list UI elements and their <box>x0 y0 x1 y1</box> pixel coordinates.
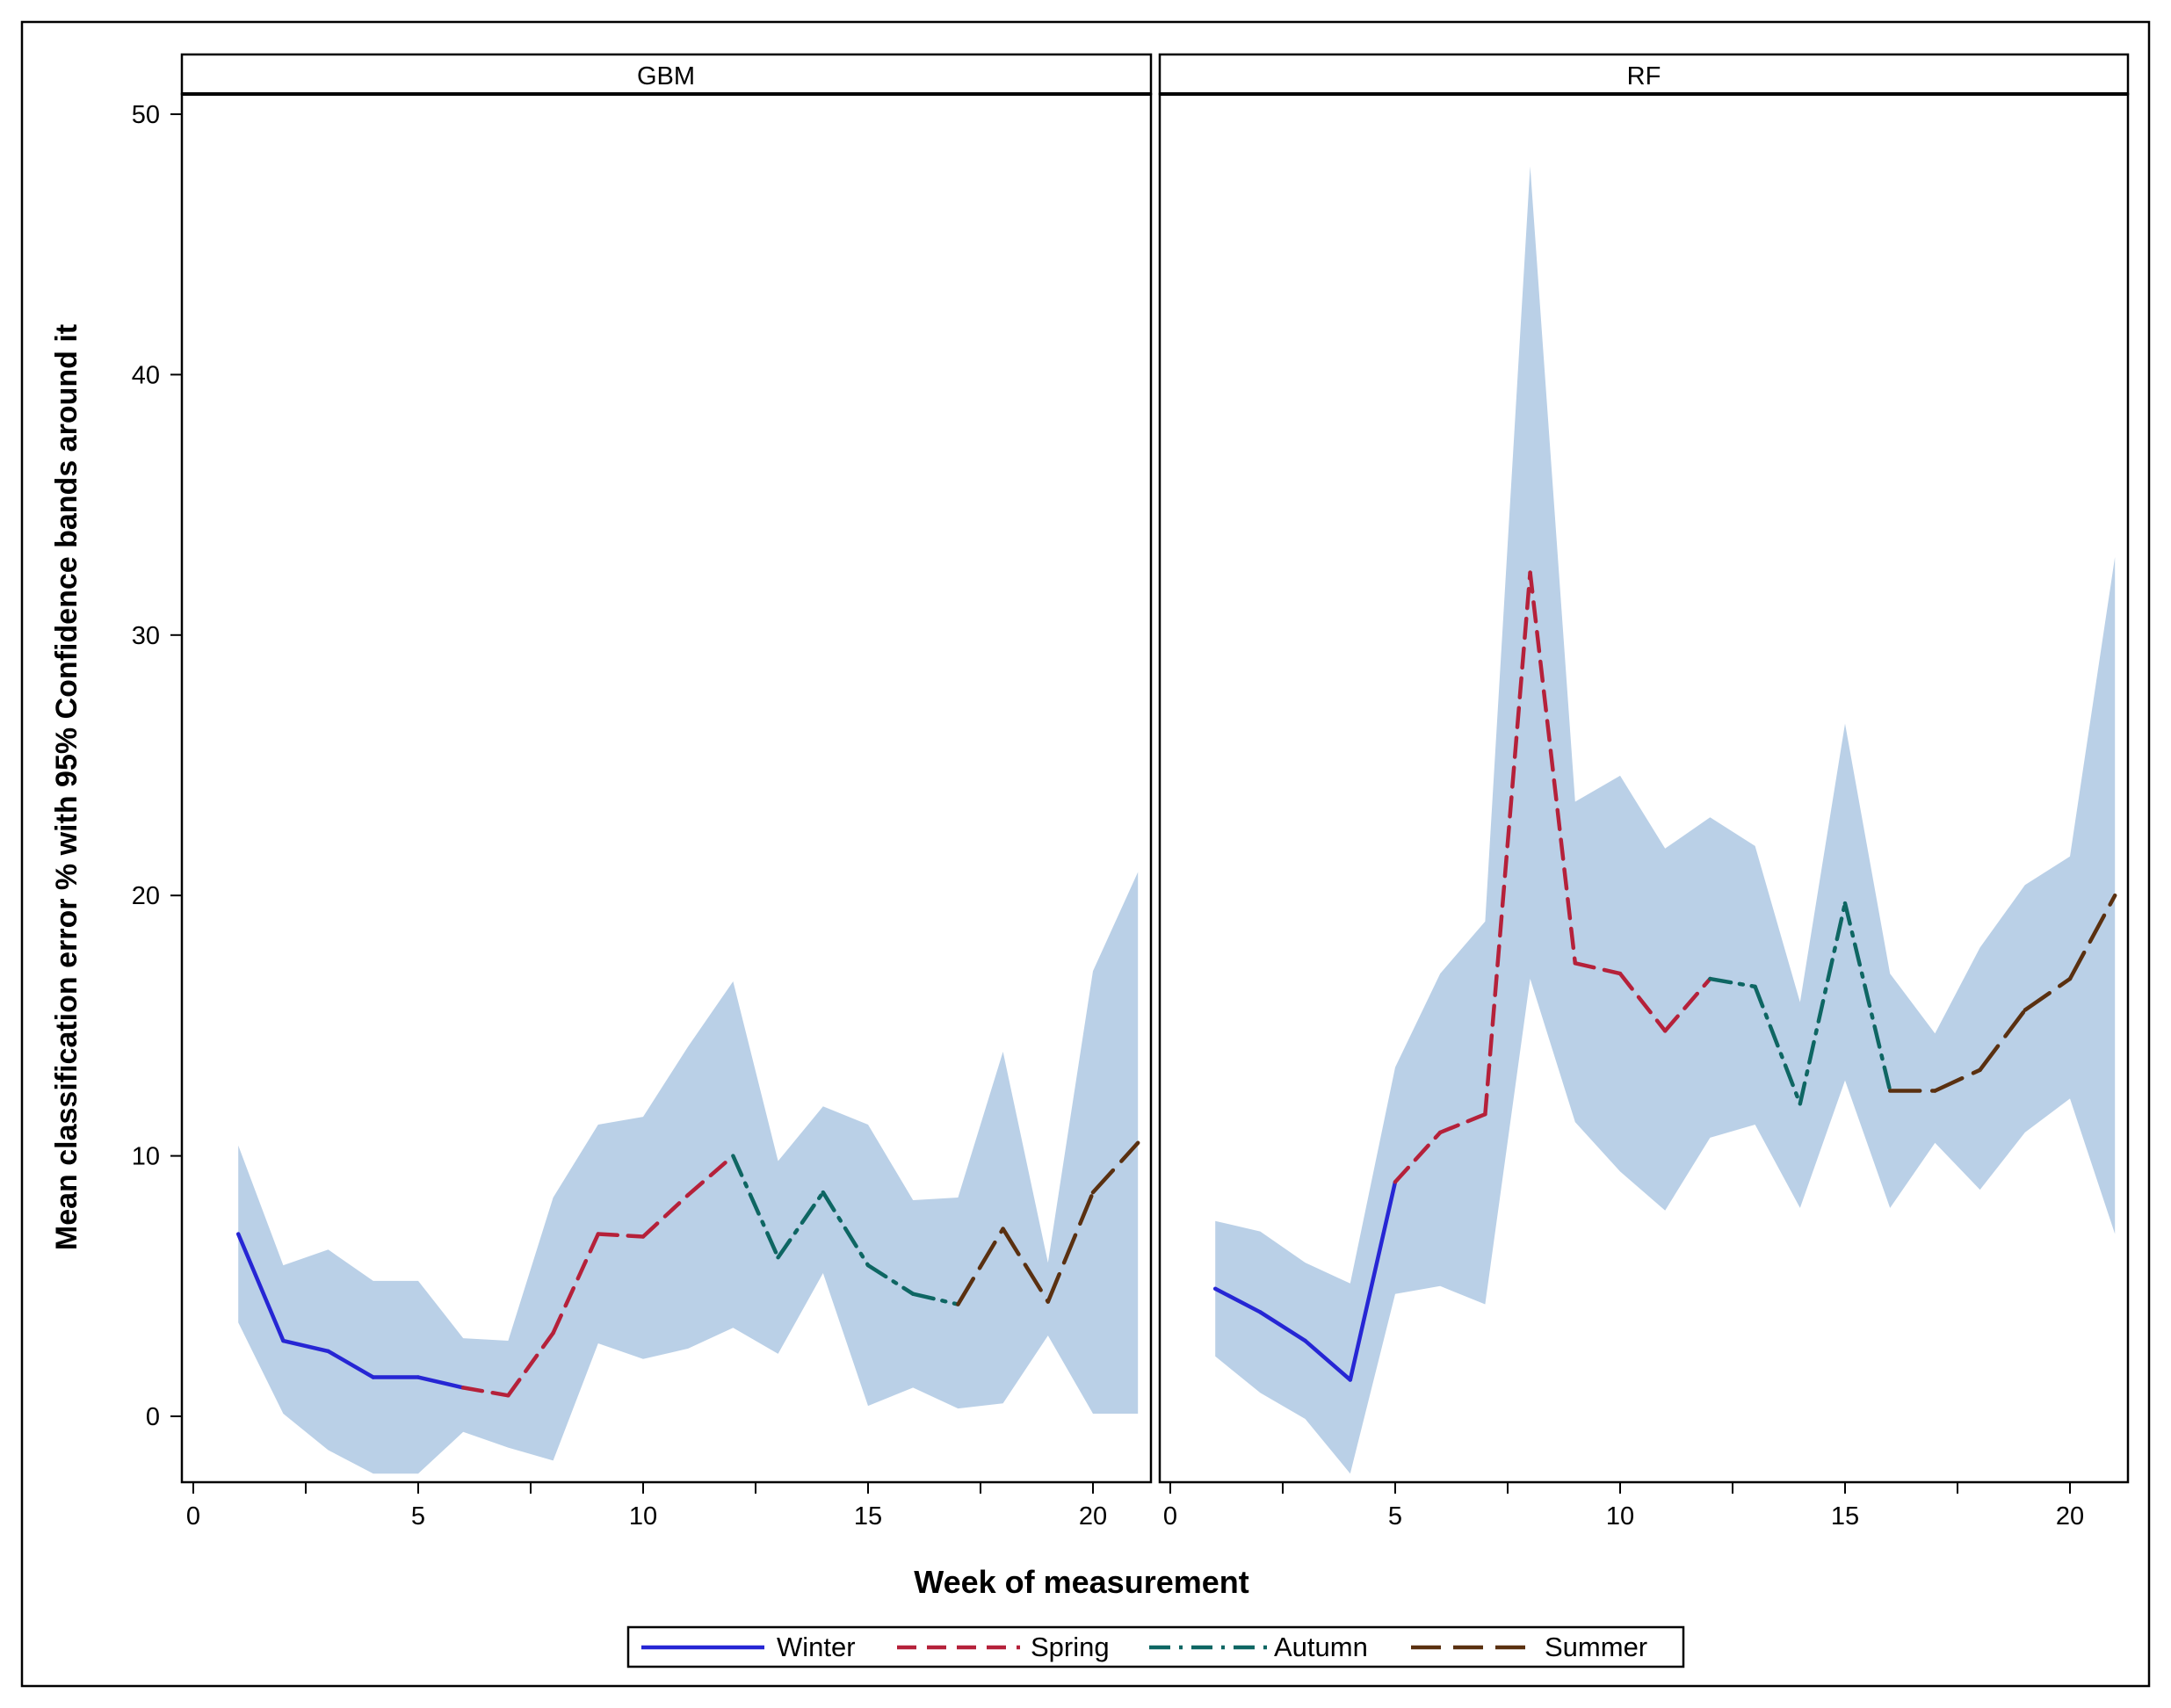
mean-segment-spring <box>1573 961 1623 976</box>
mean-segment-autumn <box>1753 984 1803 1106</box>
mean-segment-spring <box>1483 570 1532 1117</box>
mean-segment-spring <box>1617 971 1668 1033</box>
mean-line-group <box>1212 570 2117 1382</box>
y-tick-label: 0 <box>146 1403 160 1431</box>
mean-segment-spring <box>640 1192 691 1239</box>
y-axis-title: Mean classification error % with 95% Con… <box>50 324 83 1250</box>
confidence-band <box>1215 166 2116 1474</box>
x-tick-label: 10 <box>629 1502 657 1531</box>
confidence-band-group <box>238 872 1139 1474</box>
legend-label-autumn: Autumn <box>1274 1632 1368 1662</box>
mean-segment-autumn <box>1798 901 1848 1106</box>
mean-segment-spring <box>460 1386 510 1398</box>
mean-segment-autumn <box>910 1292 960 1306</box>
confidence-band-group <box>1215 166 2116 1474</box>
mean-segment-spring <box>1393 1130 1443 1184</box>
mean-segment-spring <box>506 1330 555 1398</box>
x-tick-label: 20 <box>1079 1502 1107 1531</box>
legend-label-winter: Winter <box>777 1632 856 1662</box>
x-tick-label: 0 <box>1163 1502 1177 1531</box>
mean-segment-autumn <box>1842 901 1892 1093</box>
mean-segment-summer <box>1090 1140 1140 1195</box>
mean-segment-autumn <box>731 1154 780 1260</box>
x-tick-label: 20 <box>2056 1502 2084 1531</box>
mean-segment-winter <box>1258 1310 1307 1343</box>
mean-segment-autumn <box>821 1190 871 1268</box>
x-axis-ticks: 0 5 10 15 20 <box>186 1482 1107 1531</box>
mean-line-group <box>235 1140 1140 1398</box>
panel-header-box <box>1158 53 2130 96</box>
y-tick-label: 10 <box>132 1143 160 1171</box>
legend: Winter Spring Autumn Summer <box>626 1625 1685 1668</box>
x-axis-title: Week of measurement <box>914 1564 1248 1600</box>
mean-segment-summer <box>1978 1008 2028 1073</box>
confidence-band <box>238 872 1139 1474</box>
mean-segment-spring <box>685 1154 735 1198</box>
mean-segment-summer <box>956 1227 1005 1306</box>
y-tick-label: 50 <box>132 101 160 129</box>
legend-label-spring: Spring <box>1031 1632 1110 1662</box>
mean-segment-summer <box>1046 1190 1096 1304</box>
mean-segment-winter <box>416 1375 466 1390</box>
panel-title: GBM <box>637 62 695 90</box>
panel-title: RF <box>1627 62 1661 90</box>
mean-segment-summer <box>2023 976 2073 1012</box>
plot-frame <box>180 92 1153 1484</box>
mean-segment-spring <box>551 1232 601 1335</box>
y-tick-label: 30 <box>132 622 160 650</box>
mean-segment-summer <box>2067 893 2117 981</box>
x-tick-label: 15 <box>1831 1502 1859 1531</box>
mean-segment-spring <box>596 1232 646 1239</box>
plot-frame <box>1158 92 2130 1484</box>
mean-segment-winter <box>1212 1286 1263 1314</box>
mean-segment-winter <box>1303 1338 1353 1382</box>
x-tick-label: 5 <box>411 1502 425 1531</box>
mean-segment-autumn <box>776 1190 826 1260</box>
x-tick-label: 0 <box>186 1502 200 1531</box>
legend-label-summer: Summer <box>1545 1632 1647 1662</box>
panel-gbm: GBM 0 5 10 15 20 <box>180 53 1153 1531</box>
x-tick-label: 15 <box>854 1502 882 1531</box>
mean-segment-winter <box>235 1232 286 1343</box>
y-axis: 0 10 20 30 40 50 <box>132 101 182 1431</box>
mean-segment-winter <box>326 1349 376 1379</box>
mean-segment-spring <box>1662 976 1712 1033</box>
mean-segment-autumn <box>865 1263 915 1296</box>
figure-border <box>20 20 2151 1688</box>
y-tick-label: 20 <box>132 882 160 910</box>
mean-segment-spring <box>1528 570 1578 966</box>
panel-rf: RF 0 5 10 15 20 <box>1158 53 2130 1531</box>
x-axis-ticks: 0 5 10 15 20 <box>1163 1482 2084 1531</box>
mean-segment-autumn <box>1708 976 1757 989</box>
mean-segment-summer <box>1933 1068 1982 1093</box>
x-tick-label: 5 <box>1388 1502 1402 1531</box>
x-tick-label: 10 <box>1606 1502 1634 1531</box>
mean-segment-spring <box>1437 1111 1487 1135</box>
mean-segment-winter <box>1348 1179 1398 1382</box>
mean-segment-summer <box>1001 1227 1051 1304</box>
y-tick-label: 40 <box>132 361 160 389</box>
mean-segment-winter <box>281 1338 330 1354</box>
